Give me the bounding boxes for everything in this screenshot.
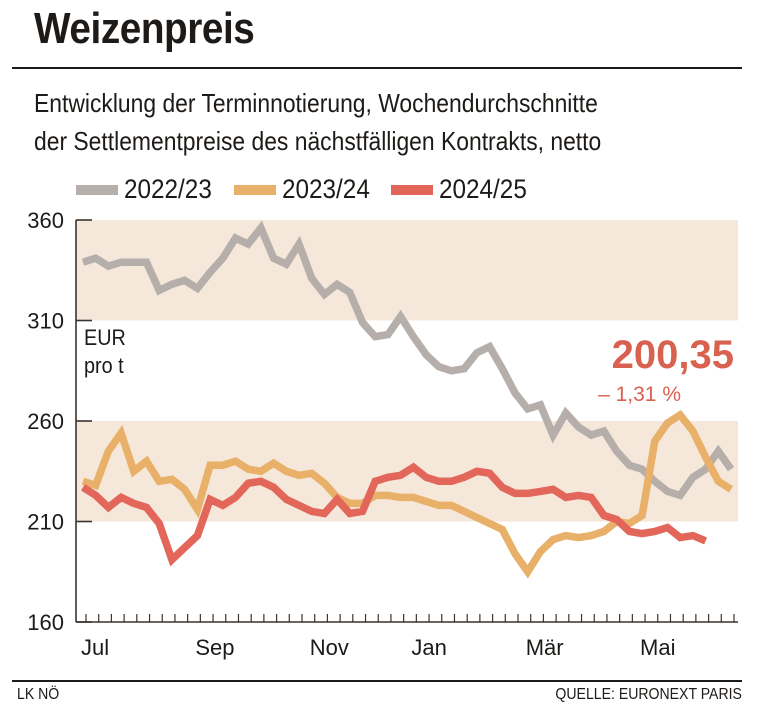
y-tick-label-210: 210 [27, 510, 64, 535]
y-tick-label-310: 310 [27, 309, 64, 334]
unit-label: EUR pro t [84, 324, 126, 380]
legend-swatch-2024-25 [391, 184, 434, 195]
footer-credit: LK NÖ [17, 686, 60, 703]
x-tick-label-Jan: Jan [411, 635, 446, 660]
legend-label-2022-23: 2022/23 [124, 174, 212, 204]
unit-line-2: pro t [84, 353, 124, 378]
title-divider [12, 67, 742, 69]
legend-item-2024-25: 2024/25 [391, 174, 537, 205]
x-tick-label-Mai: Mai [640, 635, 675, 660]
x-tick-label-Jul: Jul [81, 635, 109, 660]
y-tick-label-360: 360 [27, 208, 64, 233]
series-line-2024-25 [80, 462, 708, 567]
legend-label-2024-25: 2024/25 [439, 174, 528, 204]
footer-divider [12, 680, 742, 682]
legend-item-2023-24: 2023/24 [233, 174, 380, 205]
legend-item-2022-23: 2022/23 [76, 174, 222, 205]
y-tick-label-260: 260 [27, 409, 64, 434]
unit-line-1: EUR [84, 325, 126, 350]
latest-change-callout: – 1,31 % [598, 383, 681, 406]
legend: 2022/23 2023/24 2024/25 [76, 174, 549, 205]
subtitle-line-1: Entwicklung der Terminnotierung, Wochend… [34, 88, 598, 118]
chart-subtitle: Entwicklung der Terminnotierung, Wochend… [34, 84, 601, 160]
series-line-2022-23 [81, 220, 735, 500]
subtitle-line-2: der Settlementpreise des nächstfälligen … [34, 126, 602, 156]
legend-swatch-2023-24 [233, 184, 276, 195]
chart-title: Weizenpreis [34, 4, 255, 53]
x-tick-label-Sep: Sep [195, 635, 234, 660]
y-tick-label-160: 160 [27, 610, 64, 635]
x-tick-label-Nov: Nov [310, 635, 349, 660]
footer-source: QUELLE: EURONEXT PARIS [555, 686, 742, 703]
legend-swatch-2022-23 [76, 184, 118, 195]
shaded-band-0 [76, 220, 738, 321]
x-tick-label-Mär: Mär [526, 635, 564, 660]
latest-value-callout: 200,35 [611, 333, 734, 377]
legend-label-2023-24: 2023/24 [281, 174, 370, 204]
